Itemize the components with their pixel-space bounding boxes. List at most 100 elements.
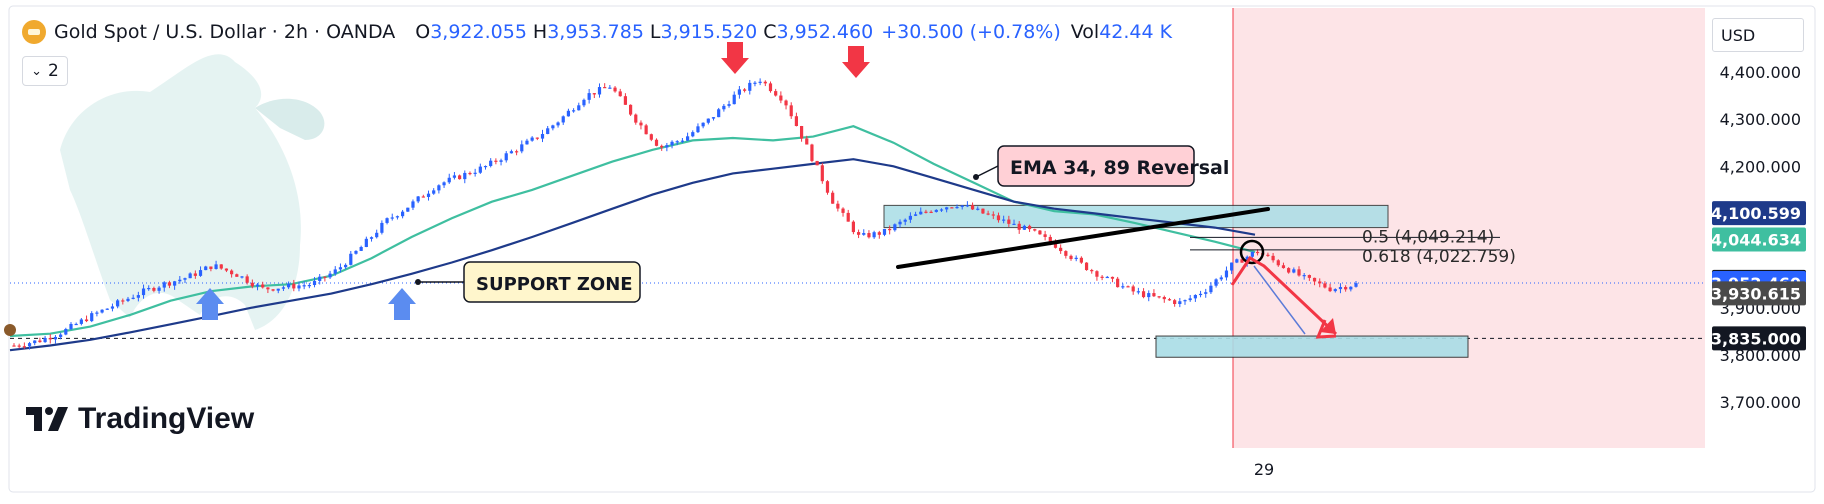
candle-body[interactable] — [945, 207, 949, 210]
candle-body[interactable] — [121, 300, 125, 302]
candle-body[interactable] — [587, 93, 591, 100]
candle-body[interactable] — [1048, 236, 1052, 243]
candle-body[interactable] — [359, 247, 363, 251]
candle-body[interactable] — [489, 160, 493, 166]
candle-body[interactable] — [1043, 234, 1047, 237]
candle-body[interactable] — [986, 213, 990, 215]
sell-arrow-1-icon[interactable] — [721, 42, 749, 74]
candle-body[interactable] — [1053, 242, 1058, 248]
candle-body[interactable] — [74, 323, 78, 326]
candle-body[interactable] — [1323, 283, 1327, 288]
candle-body[interactable] — [245, 276, 249, 283]
candle-body[interactable] — [1230, 262, 1234, 271]
candle-body[interactable] — [882, 228, 887, 235]
candle-body[interactable] — [1105, 276, 1109, 279]
candle-body[interactable] — [276, 288, 280, 291]
candle-body[interactable] — [230, 270, 234, 275]
candle-body[interactable] — [551, 125, 555, 129]
candle-body[interactable] — [1173, 300, 1177, 305]
candle-body[interactable] — [779, 95, 783, 101]
candle-body[interactable] — [670, 141, 674, 146]
candle-body[interactable] — [592, 93, 596, 95]
candle-body[interactable] — [1033, 229, 1037, 231]
candle-body[interactable] — [546, 128, 550, 134]
candle-body[interactable] — [292, 283, 296, 289]
candle-body[interactable] — [742, 89, 747, 91]
candle-body[interactable] — [162, 282, 166, 288]
candle-body[interactable] — [478, 166, 482, 173]
candle-body[interactable] — [271, 289, 275, 291]
candle-body[interactable] — [623, 96, 628, 105]
candle-body[interactable] — [90, 313, 94, 322]
buy-arrow-1-icon[interactable] — [196, 288, 224, 320]
candle-body[interactable] — [458, 175, 462, 180]
candle-body[interactable] — [577, 105, 581, 111]
candle-body[interactable] — [421, 196, 425, 198]
candle-body[interactable] — [789, 105, 793, 117]
candle-body[interactable] — [116, 300, 120, 307]
candle-body[interactable] — [1090, 270, 1094, 272]
candle-body[interactable] — [924, 211, 928, 213]
candle-body[interactable] — [1167, 299, 1172, 301]
candle-body[interactable] — [266, 287, 270, 290]
candle-body[interactable] — [680, 140, 685, 142]
candle-body[interactable] — [820, 165, 824, 182]
candle-body[interactable] — [53, 336, 58, 340]
candle-body[interactable] — [1147, 293, 1151, 298]
candle-body[interactable] — [846, 212, 850, 222]
candle-body[interactable] — [675, 141, 679, 143]
candle-body[interactable] — [64, 328, 68, 335]
candle-body[interactable] — [939, 209, 944, 211]
candle-body[interactable] — [955, 206, 959, 209]
candle-body[interactable] — [219, 264, 223, 269]
candle-body[interactable] — [105, 308, 109, 310]
candle-body[interactable] — [1354, 283, 1358, 287]
candle-body[interactable] — [152, 288, 156, 291]
candle-body[interactable] — [1240, 259, 1244, 263]
candle-body[interactable] — [774, 91, 778, 96]
candle-body[interactable] — [380, 222, 384, 233]
candle-body[interactable] — [1271, 255, 1275, 261]
candle-body[interactable] — [515, 151, 519, 153]
candle-body[interactable] — [1121, 286, 1125, 288]
candle-body[interactable] — [494, 160, 498, 162]
ema-reversal-callout[interactable] — [997, 145, 1195, 187]
candle-body[interactable] — [312, 280, 317, 286]
candle-body[interactable] — [318, 276, 322, 281]
candle-body[interactable] — [841, 208, 845, 213]
candle-body[interactable] — [369, 237, 374, 239]
candle-body[interactable] — [965, 205, 969, 207]
candle-body[interactable] — [1266, 254, 1270, 256]
candle-body[interactable] — [929, 211, 933, 214]
candle-body[interactable] — [395, 216, 400, 218]
candle-body[interactable] — [1250, 251, 1254, 257]
candle-body[interactable] — [799, 126, 804, 139]
candle-body[interactable] — [1255, 251, 1260, 254]
candle-body[interactable] — [1084, 262, 1089, 271]
candle-body[interactable] — [660, 145, 664, 148]
candle-body[interactable] — [297, 285, 301, 289]
candle-body[interactable] — [84, 319, 89, 322]
candle-body[interactable] — [43, 337, 47, 343]
candle-body[interactable] — [877, 232, 881, 235]
candle-body[interactable] — [1235, 259, 1239, 263]
candle-body[interactable] — [1276, 260, 1280, 266]
candle-body[interactable] — [136, 295, 140, 298]
candle-body[interactable] — [473, 172, 477, 174]
candle-body[interactable] — [1069, 255, 1073, 260]
candle-body[interactable] — [209, 266, 213, 269]
candle-body[interactable] — [193, 273, 197, 276]
candle-body[interactable] — [618, 91, 622, 97]
candle-body[interactable] — [411, 201, 415, 208]
candle-body[interactable] — [913, 214, 918, 216]
candle-body[interactable] — [1110, 276, 1115, 279]
candle-body[interactable] — [1100, 276, 1104, 278]
candle-body[interactable] — [1027, 225, 1032, 230]
candle-body[interactable] — [1136, 291, 1140, 293]
candle-body[interactable] — [432, 190, 436, 194]
candle-body[interactable] — [1209, 285, 1213, 293]
candle-body[interactable] — [110, 306, 115, 309]
rejection-circle-marker[interactable] — [1239, 239, 1265, 265]
candle-body[interactable] — [167, 282, 172, 286]
